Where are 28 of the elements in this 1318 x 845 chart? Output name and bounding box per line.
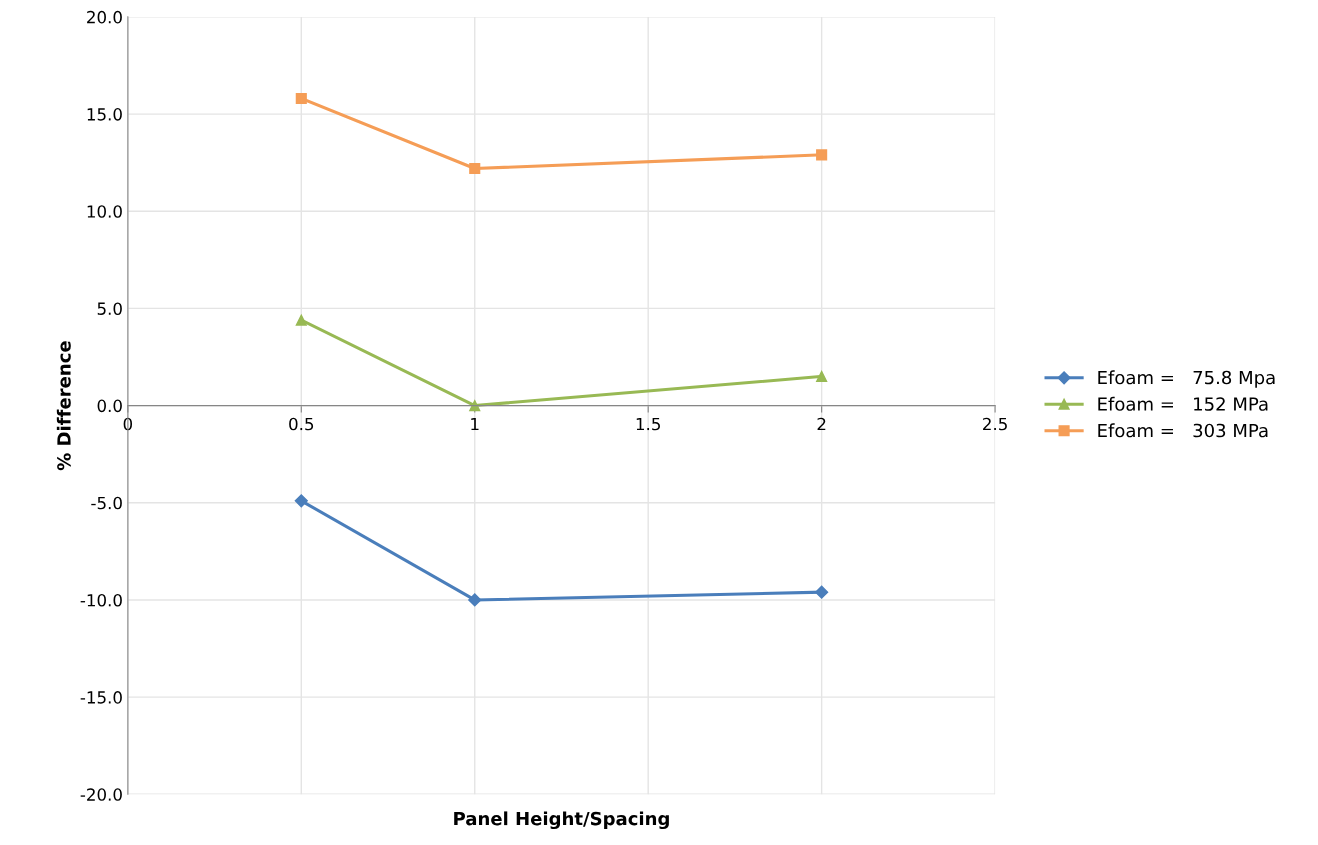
x-tick-label: 2 — [817, 417, 826, 431]
y-tick-label: 15.0 — [87, 108, 122, 121]
y-tick-label: 10.0 — [87, 205, 122, 218]
y-tick-label: -10.0 — [80, 593, 122, 607]
legend-label: Efoam = 303 MPa — [1098, 423, 1268, 438]
x-tick-label: 0.5 — [289, 417, 314, 431]
point — [294, 494, 308, 508]
y-tick-label: -15.0 — [80, 691, 122, 704]
x-tick-label: 2.5 — [983, 417, 1007, 431]
legend-label: Efoam = 75.8 Mpa — [1098, 370, 1275, 388]
x-tick-label: 0 — [123, 417, 133, 431]
point — [295, 92, 307, 105]
y-tick-label: 5.0 — [97, 302, 122, 315]
y-tick-label: 20.0 — [87, 10, 122, 24]
x-tick-label: 1 — [471, 417, 479, 431]
point — [469, 162, 481, 175]
x-tick-label: 1.5 — [636, 417, 660, 431]
point — [816, 149, 828, 161]
point — [815, 585, 829, 599]
y-axis-title: % Difference — [56, 341, 71, 471]
legend-label: Efoam = 152 MPa — [1098, 396, 1268, 411]
point — [295, 314, 307, 326]
point — [816, 370, 828, 383]
y-tick-label: 0.0 — [97, 399, 122, 413]
point — [468, 593, 482, 607]
x-axis-title: Panel Height/Spacing — [454, 811, 669, 830]
y-tick-label: -20.0 — [80, 788, 122, 801]
y-tick-label: -5.0 — [91, 496, 122, 510]
